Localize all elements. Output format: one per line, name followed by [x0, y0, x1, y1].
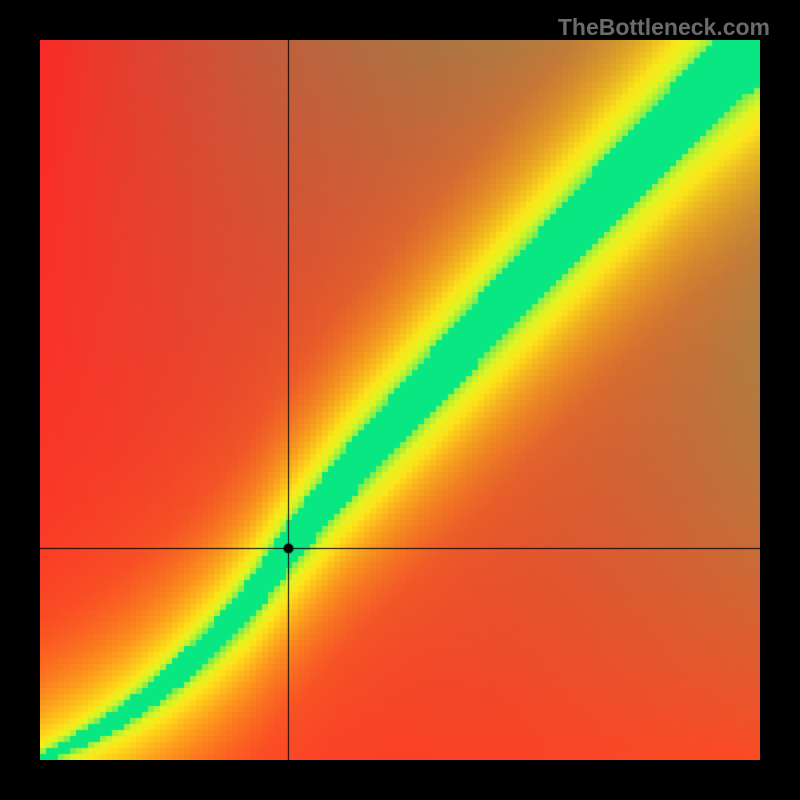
chart-container: TheBottleneck.com	[0, 0, 800, 800]
watermark-text: TheBottleneck.com	[558, 14, 770, 41]
bottleneck-heatmap	[40, 40, 760, 760]
